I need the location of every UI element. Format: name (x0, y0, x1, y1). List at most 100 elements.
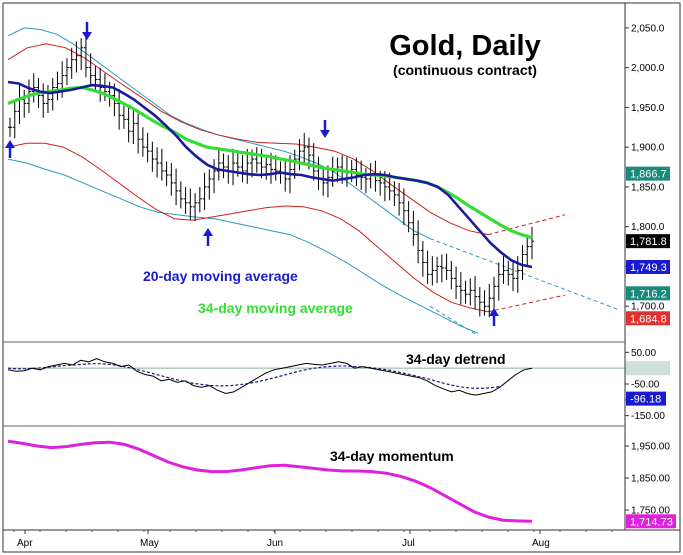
moving-averages (7, 80, 533, 269)
price-bar (145, 132, 150, 163)
svg-text:1,781.8: 1,781.8 (630, 236, 667, 248)
volatility-bands (7, 27, 621, 337)
detrend-smooth-line (7, 363, 501, 390)
price-axis-tick-label: 2,050.0 (631, 23, 665, 34)
price-bar (150, 141, 155, 172)
svg-text:1,749.3: 1,749.3 (630, 262, 667, 274)
svg-text:1,714.73: 1,714.73 (630, 516, 673, 528)
detrend-line (7, 358, 533, 396)
price-bar (93, 66, 98, 93)
price-bar (74, 41, 79, 73)
detrend-zero-tag (626, 361, 670, 376)
price-axis-tick-label: 2,000.0 (631, 63, 665, 74)
svg-text:1,716.2: 1,716.2 (630, 288, 667, 300)
price-bar (188, 188, 193, 220)
detrend-axis-tick-label: 50.00 (631, 348, 656, 359)
price-bar (463, 280, 468, 304)
price-bar (131, 108, 136, 144)
price-bar (425, 250, 430, 284)
price-bar (302, 132, 307, 164)
price-bar (221, 153, 226, 179)
price-bars (8, 35, 534, 318)
price-bar (197, 186, 202, 213)
price-tag: 1,716.2 (626, 286, 670, 301)
momentum-axis-tick-label: 1,750.00 (631, 506, 670, 517)
price-bar (212, 159, 217, 194)
price-tag: 1,749.3 (626, 259, 670, 274)
chart-title: Gold, Daily (389, 30, 540, 62)
price-bar (55, 71, 60, 101)
bottom-arrow-2 (489, 308, 499, 326)
bottom-arrow-0 (5, 140, 15, 158)
price-bar (454, 266, 459, 300)
price-bar (525, 234, 530, 266)
detrend-title: 34-day detrend (406, 351, 506, 367)
ma20-line (7, 80, 533, 269)
price-tag: -96.18 (626, 391, 666, 406)
svg-text:1,866.7: 1,866.7 (630, 169, 667, 181)
price-bar (159, 148, 164, 181)
price-bar (8, 117, 12, 137)
price-bar (487, 283, 492, 318)
cycle-markers (5, 22, 499, 326)
price-bar (325, 165, 330, 198)
price-bar (520, 244, 525, 280)
bottom-arrow-1 (203, 228, 213, 246)
price-tag: 1,714.73 (626, 514, 676, 529)
date-tick-label: Jun (267, 538, 283, 549)
top-arrow-1 (82, 22, 92, 40)
chart-subtitle: (continuous contract) (393, 62, 537, 78)
price-tag: 1,781.8 (626, 234, 670, 249)
price-bar (511, 262, 516, 292)
price-bar (174, 168, 179, 206)
price-bar (45, 85, 50, 113)
momentum-line (7, 439, 533, 523)
price-bar (501, 256, 506, 284)
price-axis-tick-label: 1,950.0 (631, 103, 665, 114)
price-tag: 1,866.7 (626, 166, 670, 181)
price-bar (202, 172, 207, 210)
inner-band-upper (7, 43, 489, 236)
price-bar (126, 107, 131, 143)
price-bar (363, 167, 368, 194)
price-bar (311, 143, 316, 181)
price-bar (140, 127, 145, 157)
price-bar (69, 47, 74, 79)
date-tick-label: Aug (532, 538, 550, 549)
price-bar (136, 113, 141, 154)
price-bar (411, 210, 416, 246)
inner-band-projection-lower (487, 294, 566, 313)
price-bar (477, 287, 482, 317)
momentum-panel: 1,950.00 1,850.00 1,750.001,714.73 (7, 439, 676, 529)
price-tags: 1,866.7 1,781.8 1,749.3 1,716.2 1,684.8 (626, 166, 670, 326)
price-tag: 1,684.8 (626, 311, 670, 326)
date-tick-label: Jul (402, 538, 415, 549)
svg-text:-96.18: -96.18 (630, 394, 661, 406)
price-axis-tick-label: 1,800.0 (631, 222, 665, 233)
price-bar (473, 275, 478, 310)
price-bar (88, 53, 93, 87)
price-bar (392, 181, 397, 206)
price-bar (254, 147, 259, 173)
price-bar (164, 161, 169, 187)
detrend-panel: 50.000.00-50.00-100.00-150.00-96.18 (7, 348, 670, 422)
date-tick-label: May (140, 538, 159, 549)
price-bar (416, 220, 421, 264)
price-bar (41, 83, 46, 118)
price-bar (297, 139, 302, 171)
price-bar (492, 276, 497, 311)
legend-ma20: 20-day moving average (143, 268, 298, 284)
price-bar (506, 260, 511, 286)
outer-band-projection-upper (429, 238, 621, 311)
price-bar (496, 262, 501, 301)
price-bar (435, 256, 440, 284)
price-bar (207, 169, 212, 200)
inner-band-projection-upper (487, 214, 566, 236)
price-bar (406, 201, 411, 233)
price-bar (83, 35, 88, 78)
price-bar (430, 256, 435, 286)
price-bar (420, 240, 425, 277)
price-bar (31, 73, 36, 103)
price-bar (530, 226, 534, 260)
price-bar (439, 254, 444, 283)
